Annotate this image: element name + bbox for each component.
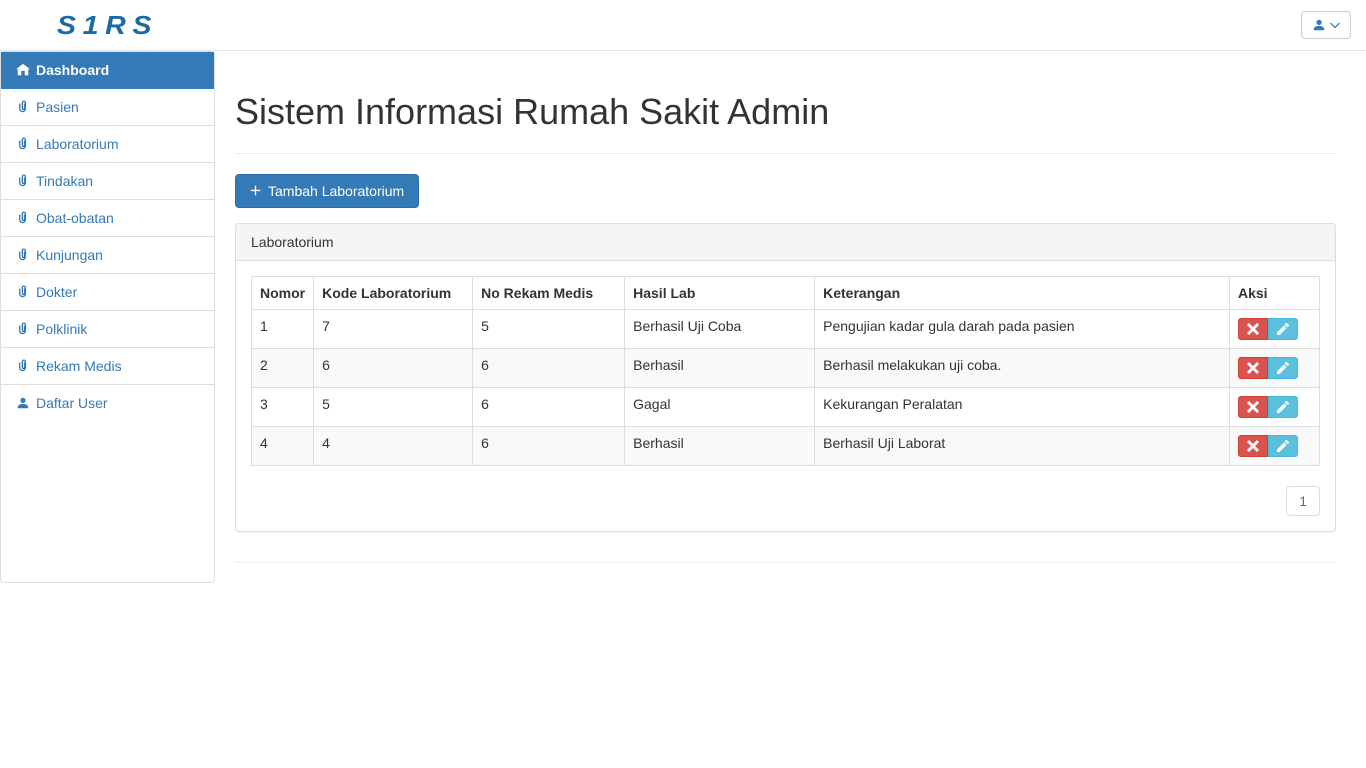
cell-aksi: [1230, 349, 1320, 388]
delete-button[interactable]: [1238, 435, 1268, 457]
cell-nomor: 2: [252, 349, 314, 388]
edit-button[interactable]: [1268, 357, 1298, 379]
brand-logo[interactable]: S1RS: [0, 10, 226, 41]
user-menu-button[interactable]: [1301, 11, 1351, 39]
sidebar-item-dokter[interactable]: Dokter: [1, 274, 214, 311]
cell-hasil: Berhasil Uji Coba: [625, 310, 815, 349]
cell-nomor: 3: [252, 388, 314, 427]
cell-aksi: [1230, 388, 1320, 427]
times-icon: [1247, 323, 1259, 335]
cell-ket: Kekurangan Peralatan: [815, 388, 1230, 427]
cell-nomor: 1: [252, 310, 314, 349]
th-ket: Keterangan: [815, 277, 1230, 310]
user-icon: [1312, 18, 1326, 32]
panel-heading: Laboratorium: [236, 224, 1335, 261]
home-icon: [16, 63, 30, 77]
times-icon: [1247, 440, 1259, 452]
add-laboratorium-button[interactable]: Tambah Laboratorium: [235, 174, 419, 208]
th-kode: Kode Laboratorium: [314, 277, 473, 310]
cell-hasil: Berhasil: [625, 349, 815, 388]
clip-icon: [16, 285, 30, 299]
clip-icon: [16, 359, 30, 373]
clip-icon: [16, 174, 30, 188]
th-aksi: Aksi: [1230, 277, 1320, 310]
cell-hasil: Berhasil: [625, 427, 815, 466]
sidebar-item-label: Dokter: [36, 284, 77, 300]
cell-ket: Pengujian kadar gula darah pada pasien: [815, 310, 1230, 349]
sidebar-item-tindakan[interactable]: Tindakan: [1, 163, 214, 200]
chevron-down-icon: [1330, 20, 1340, 30]
edit-icon: [1277, 401, 1289, 413]
cell-kode: 7: [314, 310, 473, 349]
times-icon: [1247, 401, 1259, 413]
sidebar-item-label: Daftar User: [36, 395, 108, 411]
sidebar-item-label: Polklinik: [36, 321, 87, 337]
laboratorium-table: Nomor Kode Laboratorium No Rekam Medis H…: [251, 276, 1320, 466]
pagination: 1: [251, 486, 1320, 516]
sidebar-item-kunjungan[interactable]: Kunjungan: [1, 237, 214, 274]
main-content: Sistem Informasi Rumah Sakit Admin Tamba…: [215, 51, 1366, 583]
clip-icon: [16, 248, 30, 262]
footer-divider: [235, 562, 1336, 563]
sidebar-item-label: Dashboard: [36, 62, 109, 78]
divider: [235, 153, 1336, 154]
sidebar-item-obat-obatan[interactable]: Obat-obatan: [1, 200, 214, 237]
edit-icon: [1277, 323, 1289, 335]
sidebar-item-rekam-medis[interactable]: Rekam Medis: [1, 348, 214, 385]
times-icon: [1247, 362, 1259, 374]
cell-rekam: 6: [473, 349, 625, 388]
edit-icon: [1277, 362, 1289, 374]
sidebar-item-polklinik[interactable]: Polklinik: [1, 311, 214, 348]
cell-rekam: 5: [473, 310, 625, 349]
cell-rekam: 6: [473, 388, 625, 427]
cell-kode: 5: [314, 388, 473, 427]
sidebar-item-laboratorium[interactable]: Laboratorium: [1, 126, 214, 163]
page-title: Sistem Informasi Rumah Sakit Admin: [235, 91, 1336, 133]
edit-button[interactable]: [1268, 396, 1298, 418]
sidebar-item-label: Kunjungan: [36, 247, 103, 263]
cell-aksi: [1230, 310, 1320, 349]
cell-kode: 6: [314, 349, 473, 388]
top-bar: S1RS: [0, 0, 1366, 51]
cell-ket: Berhasil melakukan uji coba.: [815, 349, 1230, 388]
clip-icon: [16, 322, 30, 336]
sidebar-item-label: Laboratorium: [36, 136, 119, 152]
laboratorium-panel: Laboratorium Nomor Kode Laboratorium No …: [235, 223, 1336, 532]
edit-button[interactable]: [1268, 318, 1298, 340]
cell-aksi: [1230, 427, 1320, 466]
clip-icon: [16, 137, 30, 151]
edit-button[interactable]: [1268, 435, 1298, 457]
sidebar-item-dashboard[interactable]: Dashboard: [1, 52, 214, 89]
th-hasil: Hasil Lab: [625, 277, 815, 310]
cell-hasil: Gagal: [625, 388, 815, 427]
table-row: 446BerhasilBerhasil Uji Laborat: [252, 427, 1320, 466]
sidebar: Dashboard Pasien Laboratorium Tindakan Obat-…: [0, 51, 215, 583]
edit-icon: [1277, 440, 1289, 452]
sidebar-item-pasien[interactable]: Pasien: [1, 89, 214, 126]
page-number[interactable]: 1: [1286, 486, 1320, 516]
delete-button[interactable]: [1238, 396, 1268, 418]
table-row: 356GagalKekurangan Peralatan: [252, 388, 1320, 427]
cell-ket: Berhasil Uji Laborat: [815, 427, 1230, 466]
user-icon: [16, 396, 30, 410]
cell-rekam: 6: [473, 427, 625, 466]
table-row: 175Berhasil Uji CobaPengujian kadar gula…: [252, 310, 1320, 349]
sidebar-item-label: Rekam Medis: [36, 358, 122, 374]
sidebar-item-label: Pasien: [36, 99, 79, 115]
plus-icon: [250, 185, 262, 197]
cell-kode: 4: [314, 427, 473, 466]
delete-button[interactable]: [1238, 357, 1268, 379]
sidebar-item-label: Obat-obatan: [36, 210, 114, 226]
th-rekam: No Rekam Medis: [473, 277, 625, 310]
sidebar-item-daftar-user[interactable]: Daftar User: [1, 385, 214, 421]
add-button-label: Tambah Laboratorium: [268, 183, 404, 199]
delete-button[interactable]: [1238, 318, 1268, 340]
clip-icon: [16, 100, 30, 114]
clip-icon: [16, 211, 30, 225]
sidebar-item-label: Tindakan: [36, 173, 93, 189]
cell-nomor: 4: [252, 427, 314, 466]
th-nomor: Nomor: [252, 277, 314, 310]
table-row: 266BerhasilBerhasil melakukan uji coba.: [252, 349, 1320, 388]
